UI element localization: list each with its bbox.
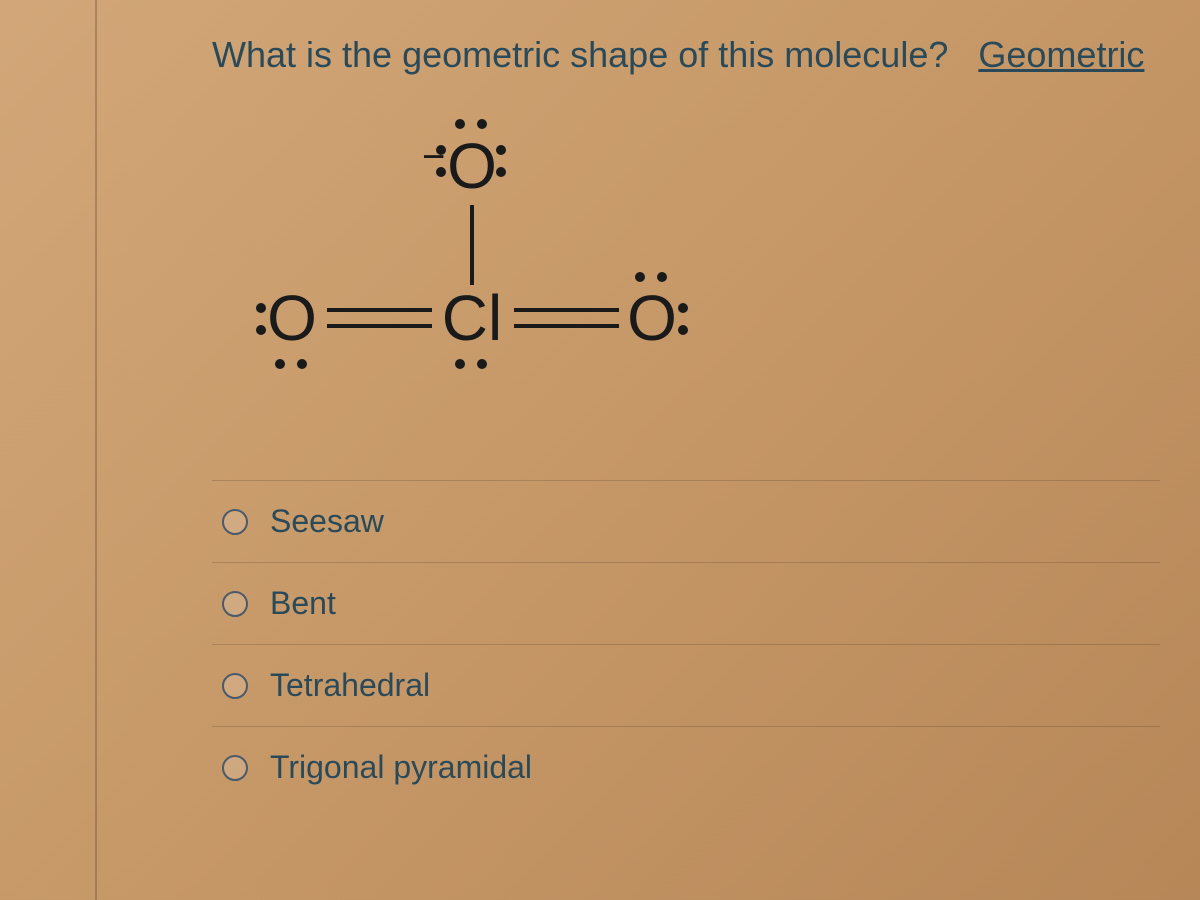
question-text-main: What is the geometric shape of this mole… [212,34,948,75]
option-label: Bent [270,585,336,622]
atom-oxygen-right: O [627,282,677,354]
answer-options: Seesaw Bent Tetrahedral Trigonal pyramid… [212,480,1160,808]
lewis-structure-diagram: − O Cl O [242,110,1160,430]
lone-pair-dot [678,303,688,313]
lone-pair-dot [436,145,446,155]
option-bent[interactable]: Bent [212,562,1160,644]
radio-button[interactable] [222,509,248,535]
lone-pair-dot [297,359,307,369]
lone-pair-dot [477,119,487,129]
lone-pair-dot [436,167,446,177]
lone-pair-dot [657,272,667,282]
atom-oxygen-left: O [267,282,317,354]
lone-pair-dot [496,145,506,155]
lone-pair-dot [496,167,506,177]
lone-pair-dot [256,325,266,335]
lone-pair-dot [256,303,266,313]
option-trigonal-pyramidal[interactable]: Trigonal pyramidal [212,726,1160,808]
lone-pair-dot [635,272,645,282]
atom-chlorine: Cl [442,282,502,354]
radio-button[interactable] [222,591,248,617]
option-label: Tetrahedral [270,667,430,704]
atom-oxygen-top: O [447,130,497,202]
lone-pair-dot [275,359,285,369]
radio-button[interactable] [222,673,248,699]
radio-button[interactable] [222,755,248,781]
lone-pair-dot [477,359,487,369]
lone-pair-dot [455,359,465,369]
lone-pair-dot [678,325,688,335]
geometric-link[interactable]: Geometric [978,34,1144,75]
question-container: What is the geometric shape of this mole… [95,0,1200,900]
option-tetrahedral[interactable]: Tetrahedral [212,644,1160,726]
option-seesaw[interactable]: Seesaw [212,480,1160,562]
lone-pair-dot [455,119,465,129]
question-prompt: What is the geometric shape of this mole… [212,30,1160,80]
option-label: Seesaw [270,503,384,540]
molecule-svg: − O Cl O [242,110,802,430]
option-label: Trigonal pyramidal [270,749,532,786]
